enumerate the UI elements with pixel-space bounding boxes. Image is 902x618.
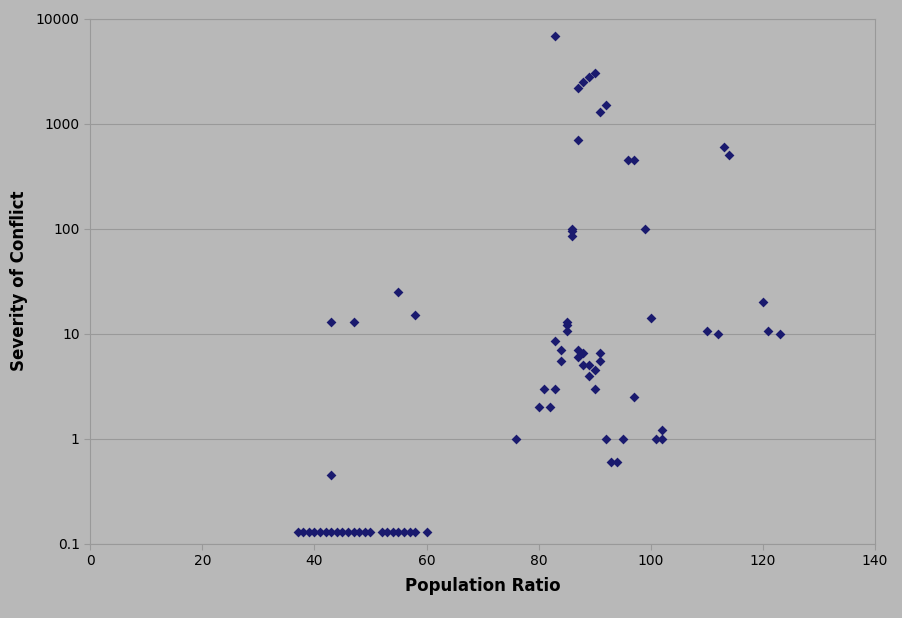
- Point: [548, 31, 563, 41]
- Point: [571, 83, 585, 93]
- Point: [336, 527, 350, 537]
- Point: [419, 527, 434, 537]
- Point: [571, 135, 585, 145]
- Point: [559, 317, 574, 327]
- Point: [571, 352, 585, 362]
- Point: [716, 142, 731, 152]
- Point: [324, 470, 338, 480]
- Point: [352, 527, 366, 537]
- Point: [329, 527, 344, 537]
- Point: [313, 527, 327, 537]
- Point: [290, 527, 305, 537]
- Point: [565, 224, 579, 234]
- Point: [296, 527, 310, 537]
- Point: [397, 527, 411, 537]
- Point: [615, 434, 630, 444]
- Point: [554, 356, 568, 366]
- Point: [649, 434, 664, 444]
- Point: [391, 287, 406, 297]
- Point: [722, 150, 736, 160]
- Point: [594, 356, 608, 366]
- Point: [576, 349, 591, 358]
- Point: [565, 226, 579, 236]
- Point: [346, 527, 361, 537]
- Point: [374, 527, 389, 537]
- Point: [576, 77, 591, 87]
- Point: [621, 155, 636, 165]
- Y-axis label: Severity of Conflict: Severity of Conflict: [10, 191, 28, 371]
- Point: [531, 402, 546, 412]
- Point: [582, 360, 596, 370]
- Point: [543, 402, 557, 412]
- Point: [324, 527, 338, 537]
- Point: [391, 527, 406, 537]
- Point: [582, 72, 596, 82]
- Point: [594, 107, 608, 117]
- Point: [364, 527, 378, 537]
- Point: [357, 527, 372, 537]
- Point: [408, 527, 422, 537]
- Point: [599, 434, 613, 444]
- Point: [655, 426, 669, 436]
- X-axis label: Population Ratio: Population Ratio: [405, 577, 560, 595]
- Point: [582, 371, 596, 381]
- Point: [565, 231, 579, 241]
- Point: [571, 345, 585, 355]
- Point: [576, 360, 591, 370]
- Point: [756, 297, 770, 307]
- Point: [587, 69, 602, 78]
- Point: [700, 326, 714, 336]
- Point: [587, 384, 602, 394]
- Point: [318, 527, 333, 537]
- Point: [408, 310, 422, 320]
- Point: [341, 527, 355, 537]
- Point: [324, 317, 338, 327]
- Point: [346, 317, 361, 327]
- Point: [599, 100, 613, 110]
- Point: [548, 384, 563, 394]
- Point: [402, 527, 417, 537]
- Point: [554, 345, 568, 355]
- Point: [638, 224, 652, 234]
- Point: [627, 155, 641, 165]
- Point: [308, 527, 322, 537]
- Point: [587, 365, 602, 375]
- Point: [655, 434, 669, 444]
- Point: [772, 329, 787, 339]
- Point: [761, 326, 776, 336]
- Point: [643, 313, 658, 323]
- Point: [594, 349, 608, 358]
- Point: [604, 457, 619, 467]
- Point: [548, 336, 563, 346]
- Point: [627, 392, 641, 402]
- Point: [559, 321, 574, 331]
- Point: [301, 527, 316, 537]
- Point: [380, 527, 394, 537]
- Point: [610, 457, 624, 467]
- Point: [559, 326, 574, 336]
- Point: [386, 527, 400, 537]
- Point: [509, 434, 523, 444]
- Point: [711, 329, 725, 339]
- Point: [537, 384, 551, 394]
